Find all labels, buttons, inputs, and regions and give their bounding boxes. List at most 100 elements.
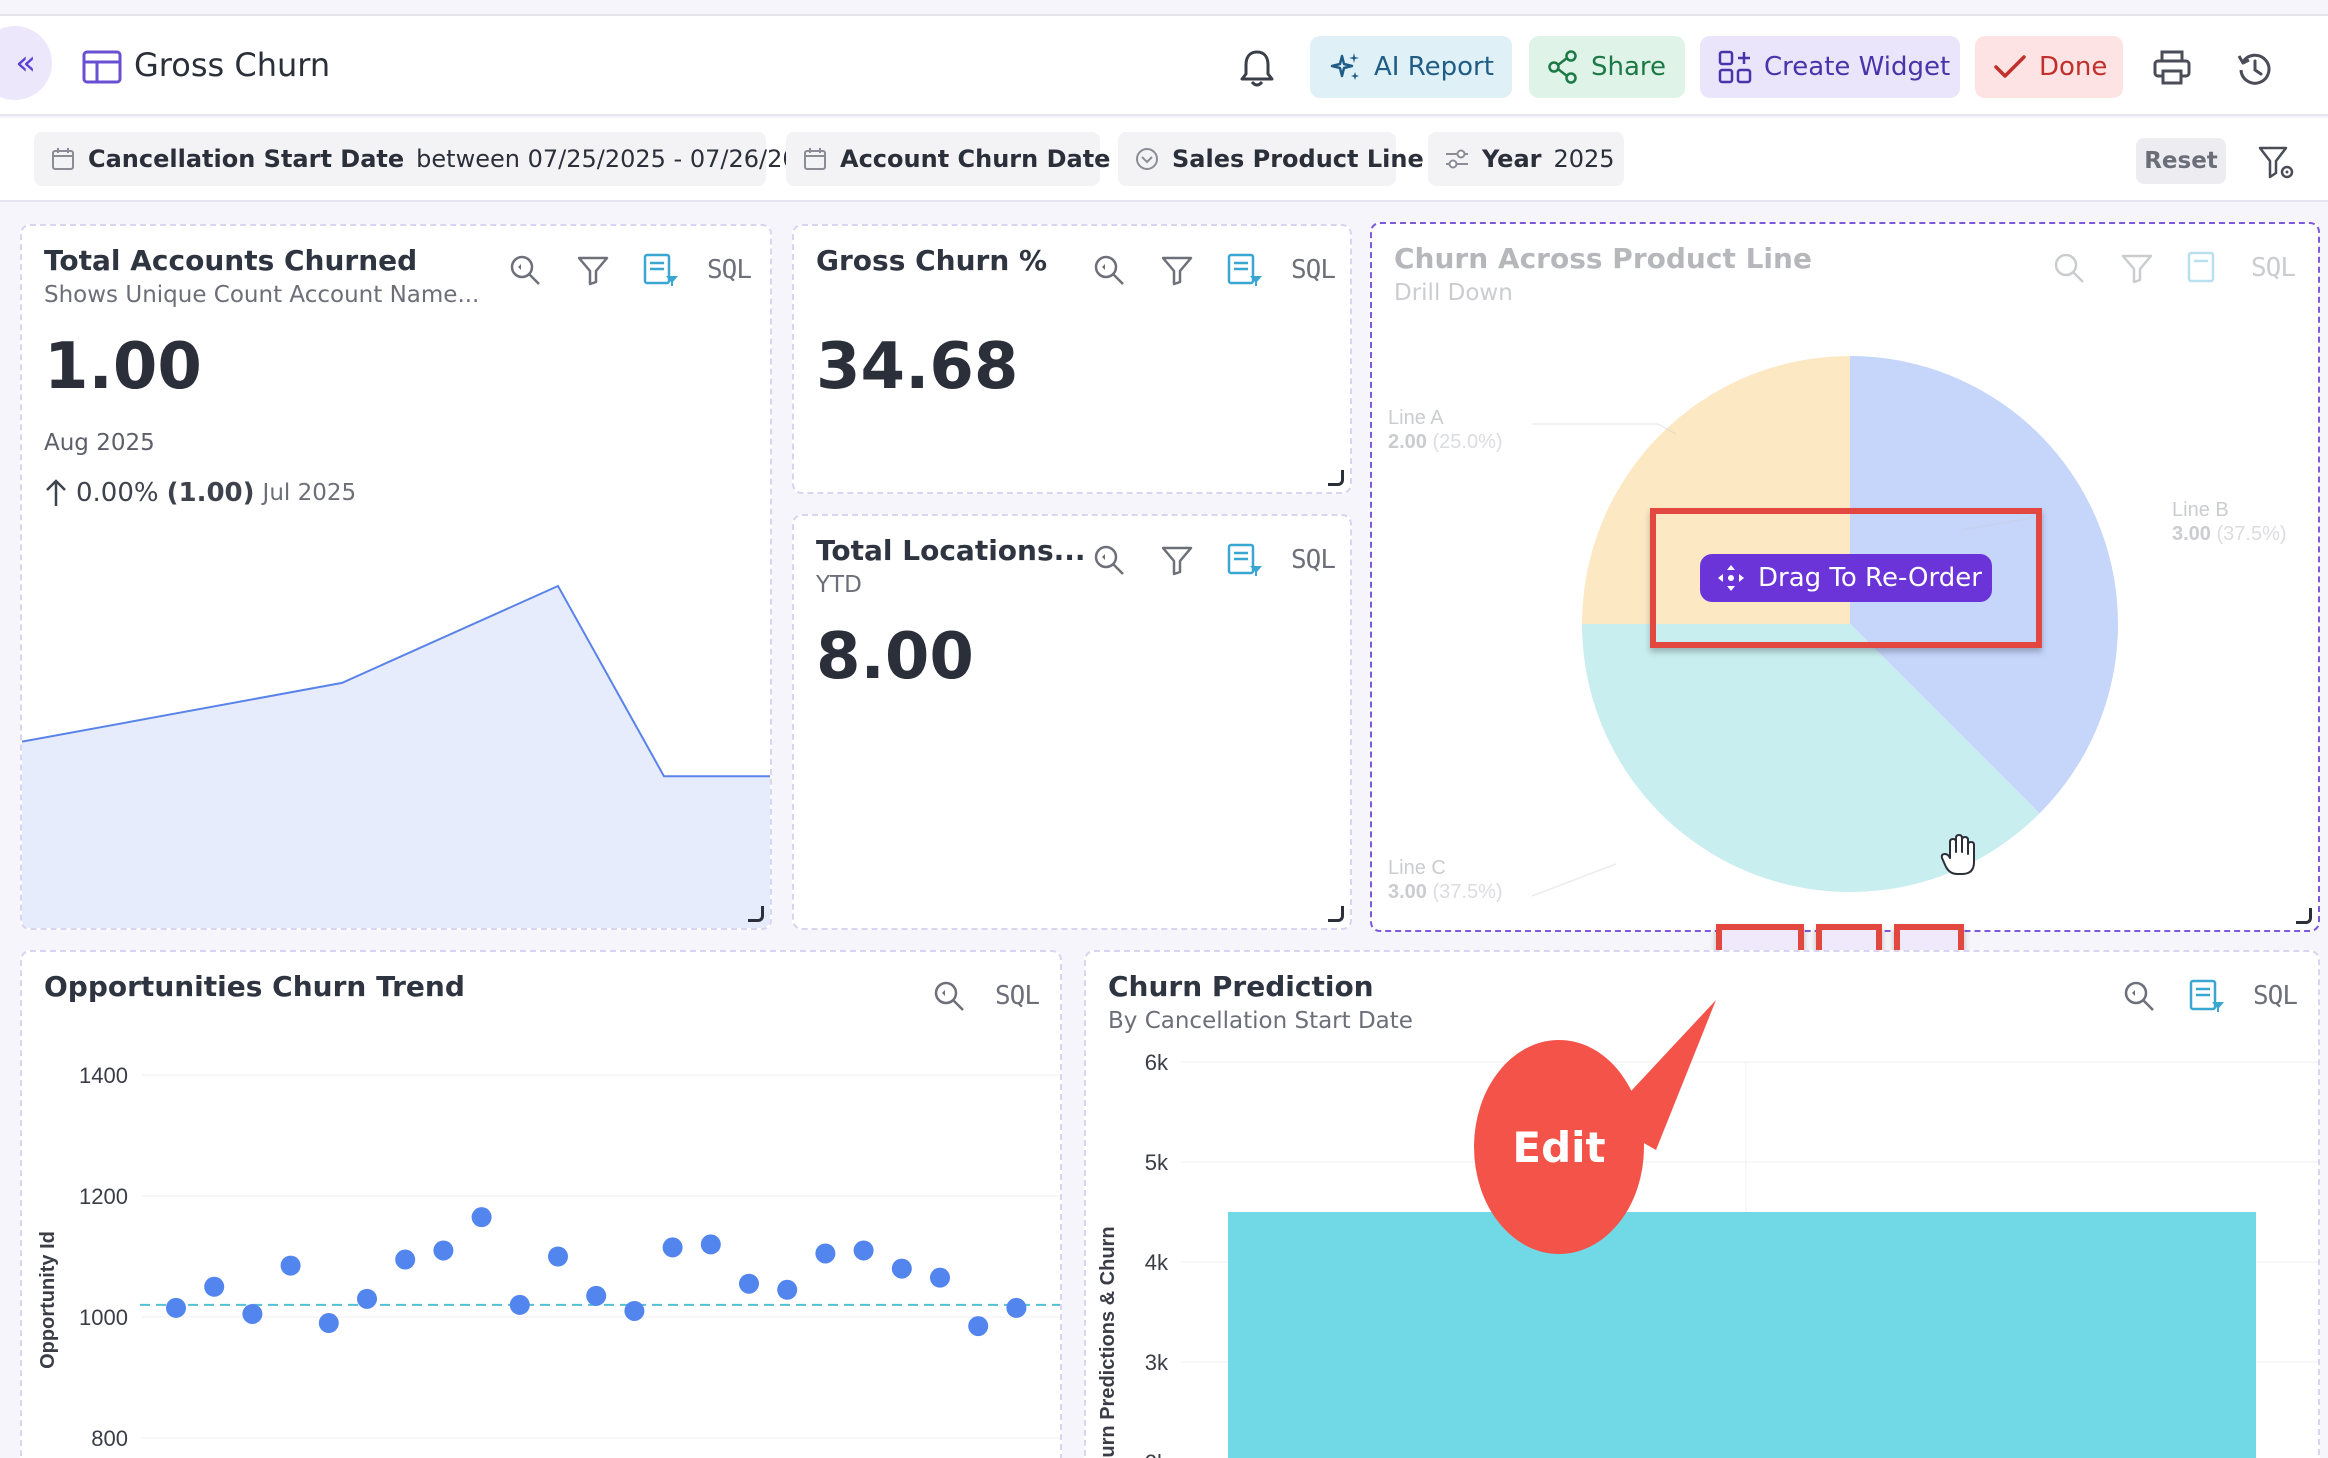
kpi-period: Aug 2025 [44, 430, 155, 456]
scatter-point [357, 1288, 377, 1309]
scatter-point [739, 1273, 759, 1294]
resize-handle[interactable] [1328, 906, 1344, 922]
filter-chip-year[interactable]: Year 2025 [1428, 132, 1624, 186]
sql-button[interactable]: SQL [1291, 545, 1336, 575]
zoom-icon[interactable] [2048, 250, 2090, 286]
data-table-icon[interactable] [640, 252, 682, 288]
filter-chip-sales-product-line[interactable]: Sales Product Line [1118, 132, 1424, 186]
y-tick-label: 1000 [79, 1305, 128, 1330]
filter-icon[interactable] [1156, 252, 1198, 288]
data-table-icon[interactable] [2186, 978, 2228, 1014]
bar-chart: 6k 5k 4k 3k 2k urn Predictions & Churn [1097, 1050, 2318, 1458]
scatter-point [853, 1240, 874, 1261]
scatter-point [433, 1240, 454, 1261]
y-axis-label: urn Predictions & Churn [1097, 1226, 1119, 1457]
filter-label: Sales Product Line [1172, 145, 1424, 173]
pie-label-value: 3.00 (37.5%) [1388, 881, 1503, 903]
card-opportunities-churn-trend[interactable]: Opportunities Churn Trend SQL 1400 1200 10… [20, 950, 1062, 1458]
scatter-point [1006, 1297, 1027, 1318]
pie-label-pct: (37.5%) [1433, 881, 1503, 903]
drag-highlight-box [1650, 508, 2042, 648]
area-line [22, 584, 770, 778]
resize-handle[interactable] [748, 906, 764, 922]
resize-handle[interactable] [2296, 908, 2312, 924]
pie-label-count: 2.00 [1388, 431, 1427, 453]
y-tick-label: 6k [1145, 1050, 1169, 1075]
card-title: Churn Prediction [1108, 970, 1374, 1003]
scatter-point [586, 1285, 607, 1306]
calendar-icon [52, 148, 74, 170]
scatter-point [166, 1297, 186, 1318]
y-tick-label: 5k [1145, 1150, 1169, 1175]
card-gross-churn-pct[interactable]: Gross Churn % SQL 34.68 [792, 224, 1352, 494]
drag-label: Drag To Re-Order [1758, 563, 1982, 593]
filter-icon[interactable] [2116, 250, 2158, 286]
zoom-icon[interactable] [928, 978, 970, 1014]
data-table-icon[interactable] [1224, 252, 1266, 288]
zoom-icon[interactable] [1088, 252, 1130, 288]
y-tick-label: 1400 [79, 1063, 128, 1088]
pie-label-pct: (25.0%) [1433, 431, 1503, 453]
done-button[interactable]: Done [1975, 36, 2123, 98]
collapse-sidebar-button[interactable]: « [0, 26, 52, 100]
card-toolbar: SQL [928, 978, 1040, 1014]
create-widget-button[interactable]: Create Widget [1700, 36, 1960, 98]
sql-button[interactable]: SQL [995, 981, 1040, 1011]
arrow-up-icon [46, 479, 66, 506]
pie-label-value: 3.00 (37.5%) [2172, 523, 2287, 545]
scatter-point [700, 1234, 721, 1255]
filter-chip-cancellation-date[interactable]: Cancellation Start Date between 07/25/20… [34, 132, 828, 186]
zoom-icon[interactable] [1088, 542, 1130, 578]
y-tick-label: 800 [91, 1426, 128, 1451]
filter-settings-icon[interactable] [2256, 142, 2296, 182]
zoom-icon[interactable] [504, 252, 546, 288]
scatter-point [624, 1300, 645, 1321]
create-widget-label: Create Widget [1764, 52, 1951, 82]
card-title: Gross Churn % [816, 244, 1048, 277]
print-icon[interactable] [2152, 50, 2192, 86]
filter-icon[interactable] [572, 252, 614, 288]
area-fill [22, 586, 770, 928]
hand-cursor-icon [1940, 834, 1975, 875]
resize-handle[interactable] [1328, 470, 1344, 486]
bar [1228, 1212, 2256, 1458]
data-table-icon[interactable] [1224, 542, 1266, 578]
filter-icon[interactable] [1156, 542, 1198, 578]
history-icon[interactable] [2236, 50, 2274, 88]
sql-button[interactable]: SQL [2251, 253, 2296, 283]
scatter-point [280, 1255, 301, 1276]
sql-button[interactable]: SQL [707, 255, 752, 285]
pie-label-name: Line B [2172, 499, 2229, 521]
chevron-circle-icon [1136, 148, 1158, 170]
filter-chip-account-churn-date[interactable]: Account Churn Date - [786, 132, 1131, 186]
sql-button[interactable]: SQL [2253, 981, 2298, 1011]
scatter-point [777, 1279, 798, 1300]
kpi-change: 0.00% (1.00) Jul 2025 [44, 478, 356, 508]
share-button[interactable]: Share [1529, 36, 1685, 98]
edit-callout: Edit [1474, 1040, 1644, 1254]
scatter-point [930, 1267, 950, 1288]
filter-bar: Cancellation Start Date between 07/25/20… [0, 118, 2328, 202]
zoom-icon[interactable] [2118, 978, 2160, 1014]
filter-label: Cancellation Start Date [88, 145, 405, 173]
y-axis-label: Opportunity Id [37, 1231, 59, 1369]
sql-button[interactable]: SQL [1291, 255, 1336, 285]
card-toolbar: SQL [2048, 250, 2296, 286]
drag-reorder-handle[interactable]: Drag To Re-Order [1700, 554, 1992, 602]
scatter-point [318, 1313, 339, 1334]
filter-value: 2025 [1553, 145, 1615, 173]
card-total-locations[interactable]: Total Locations... YTD SQL 8.00 [792, 514, 1352, 930]
scatter-point [242, 1303, 263, 1324]
pie-label-count: 3.00 [2172, 523, 2211, 545]
ai-report-button[interactable]: AI Report [1310, 36, 1512, 98]
pie-label-name: Line C [1388, 857, 1446, 879]
data-table-icon[interactable] [2184, 250, 2226, 286]
card-total-accounts-churned[interactable]: Total Accounts Churned Shows Unique Coun… [20, 224, 772, 930]
notification-bell-icon[interactable] [1238, 48, 1276, 88]
sliders-icon [1446, 149, 1468, 169]
share-icon [1548, 50, 1577, 84]
reset-filters-button[interactable]: Reset [2136, 138, 2226, 184]
filter-value: between 07/25/2025 - 07/26/2025 [416, 145, 829, 173]
card-title: Total Accounts Churned [44, 244, 418, 277]
kpi-change-pct: 0.00% [76, 478, 159, 508]
